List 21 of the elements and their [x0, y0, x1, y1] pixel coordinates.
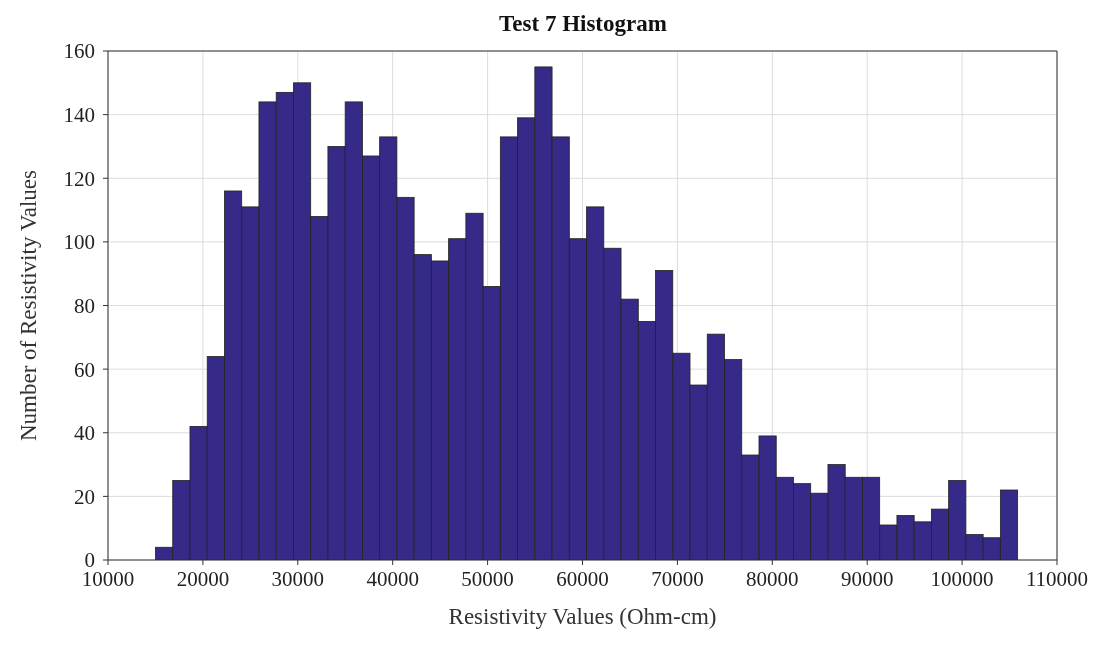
y-tick-label: 80: [74, 293, 95, 318]
y-tick-label: 100: [63, 230, 95, 255]
y-tick-label: 160: [63, 39, 95, 64]
x-tick-label: 20000: [176, 566, 230, 591]
chart-title: Test 7 Histogram: [498, 10, 668, 38]
y-tick-label: 120: [63, 166, 95, 191]
x-tick-label: 60000: [556, 566, 609, 591]
y-tick-label: 40: [74, 421, 95, 446]
x-tick-label: 40000: [366, 566, 419, 591]
x-tick-label: 90000: [840, 566, 894, 591]
x-tick-label: 50000: [461, 566, 514, 591]
y-tick-label: 60: [74, 357, 95, 382]
x-tick-label: 70000: [651, 566, 704, 591]
x-axis-title: Resistivity Values (Ohm-cm): [448, 604, 717, 629]
x-tick-label: 80000: [746, 566, 799, 591]
x-tick-label: 110000: [1025, 566, 1089, 591]
y-tick-label: 140: [63, 103, 95, 128]
x-tick-label: 30000: [271, 566, 325, 591]
y-axis-title: Number of Resistivity Values: [16, 169, 42, 442]
x-tick-label: 100000: [930, 566, 994, 591]
y-tick-label: 20: [74, 484, 95, 509]
